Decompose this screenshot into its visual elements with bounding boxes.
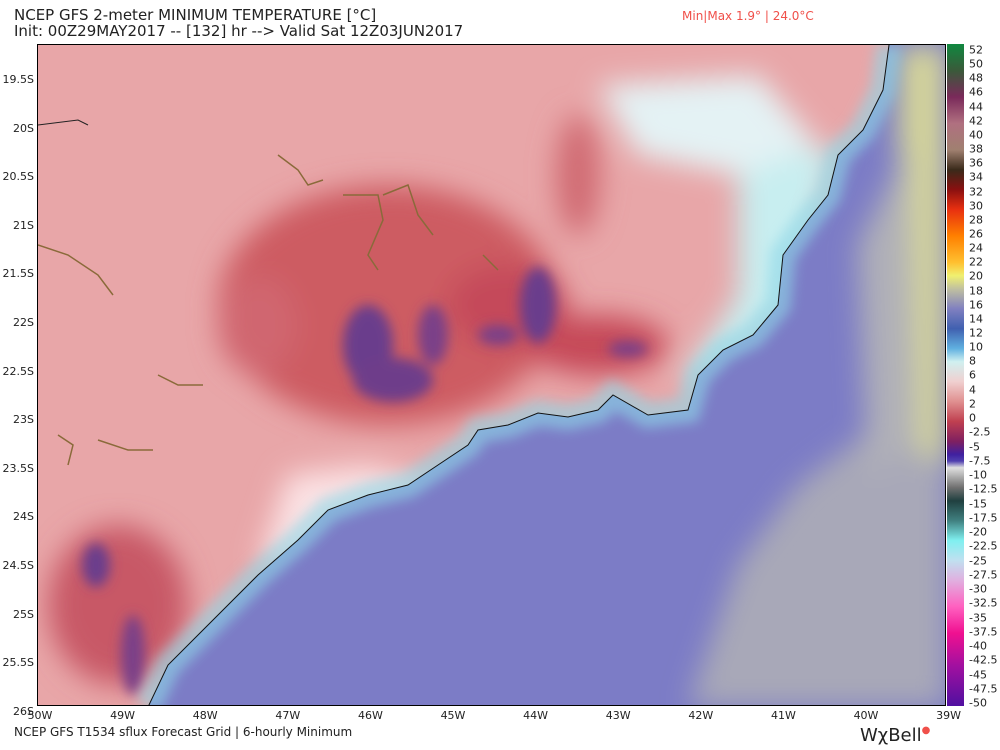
colorbar-label: -40: [969, 639, 987, 653]
colorbar-label: 16: [969, 298, 983, 312]
colorbar-label: 14: [969, 312, 983, 326]
colorbar-label: 34: [969, 170, 983, 184]
colorbar-label: 46: [969, 85, 983, 99]
colorbar-label: 36: [969, 156, 983, 170]
colorbar-label: -12.5: [969, 482, 998, 496]
colorbar-label: 52: [969, 43, 983, 57]
colorbar-label: 42: [969, 114, 983, 128]
border-line: [38, 119, 89, 126]
longitude-label: 49W: [110, 709, 136, 722]
longitude-label: 46W: [357, 709, 383, 722]
longitude-label: 41W: [770, 709, 796, 722]
map-subtitle: Init: 00Z29MAY2017 -- [132] hr --> Valid…: [14, 22, 464, 40]
colorbar-label: -5: [969, 440, 980, 453]
longitude-label: 40W: [853, 709, 879, 722]
colorbar-label: -15: [969, 497, 987, 510]
latitude-label: 23S: [13, 413, 34, 427]
temperature-field: [38, 45, 945, 705]
longitude-label: 48W: [192, 709, 218, 722]
longitude-label: 45W: [440, 709, 466, 722]
latitude-label: 24.5S: [2, 559, 34, 572]
colorbar-label: -42.5: [969, 653, 998, 667]
colorbar-label: -50: [969, 696, 987, 710]
coastline: [148, 45, 890, 705]
map-title: NCEP GFS 2-meter MINIMUM TEMPERATURE [°C…: [14, 6, 377, 24]
lakes-reservoirs: [38, 154, 499, 466]
latitude-label: 26S: [13, 704, 34, 718]
colorbar-label: 12: [969, 326, 983, 340]
longitude-label: 47W: [275, 709, 301, 722]
colorbar-label: -47.5: [969, 682, 998, 696]
latitude-label: 20.5S: [2, 170, 34, 184]
temperature-map: [37, 44, 946, 706]
longitude-label: 50W: [27, 709, 53, 722]
colorbar-label: 48: [969, 71, 983, 85]
colorbar-label: 6: [969, 368, 976, 382]
colorbar-label: 8: [969, 354, 976, 368]
colorbar: [947, 44, 964, 706]
colorbar-label: -27.5: [969, 568, 998, 582]
colorbar-label: -20: [969, 525, 987, 539]
colorbar-label: 0: [969, 411, 976, 425]
latitude-label: 21.5S: [2, 267, 34, 281]
colorbar-label: -35: [969, 611, 987, 624]
latitude-label: 24S: [13, 510, 34, 524]
colorbar-label: 38: [969, 142, 983, 156]
colorbar-label: -17.5: [969, 511, 998, 525]
colorbar-label: 4: [969, 383, 976, 397]
colorbar-label: 20: [969, 269, 983, 283]
latitude-label: 25.5S: [2, 656, 34, 670]
colorbar-label: 22: [969, 255, 983, 269]
colorbar-label: 18: [969, 284, 983, 298]
colorbar-label: -32.5: [969, 596, 998, 610]
latitude-label: 22.5S: [2, 364, 34, 378]
longitude-label: 43W: [605, 709, 631, 722]
footer-text: NCEP GFS T1534 sflux Forecast Grid | 6-h…: [14, 725, 353, 739]
colorbar-label: 2: [969, 397, 976, 411]
colorbar-label: -10: [969, 468, 987, 482]
colorbar-label: 30: [969, 199, 983, 213]
colorbar-label: 32: [969, 185, 983, 198]
colorbar-label: 44: [969, 100, 983, 114]
colorbar-label: 10: [969, 340, 983, 354]
colorbar-label: 40: [969, 128, 983, 142]
colorbar-label: -22.5: [969, 539, 998, 553]
wxbell-logo: WχBell●: [860, 725, 931, 746]
latitude-label: 21S: [13, 218, 34, 232]
min-max-readout: Min|Max 1.9° | 24.0°C: [682, 9, 814, 23]
logo-dot-icon: ●: [921, 725, 931, 736]
colorbar-label: -2.5: [969, 425, 991, 439]
longitude-label: 44W: [523, 709, 549, 722]
colorbar-label: -7.5: [969, 454, 991, 468]
colorbar-label: 28: [969, 213, 983, 227]
longitude-label: 42W: [688, 709, 714, 722]
longitude-label: 39W: [936, 709, 962, 722]
colorbar-label: -45: [969, 668, 987, 681]
colorbar-label: 26: [969, 227, 983, 241]
colorbar-label: 50: [969, 57, 983, 71]
colorbar-label: -30: [969, 582, 987, 596]
colorbar-label: -25: [969, 554, 987, 567]
latitude-label: 22S: [13, 316, 34, 329]
latitude-label: 25S: [13, 607, 34, 621]
colorbar-label: 24: [969, 241, 983, 255]
latitude-label: 19.5S: [2, 73, 34, 86]
colorbar-label: -37.5: [969, 625, 998, 639]
latitude-label: 20S: [13, 121, 34, 135]
latitude-label: 23.5S: [2, 461, 34, 475]
